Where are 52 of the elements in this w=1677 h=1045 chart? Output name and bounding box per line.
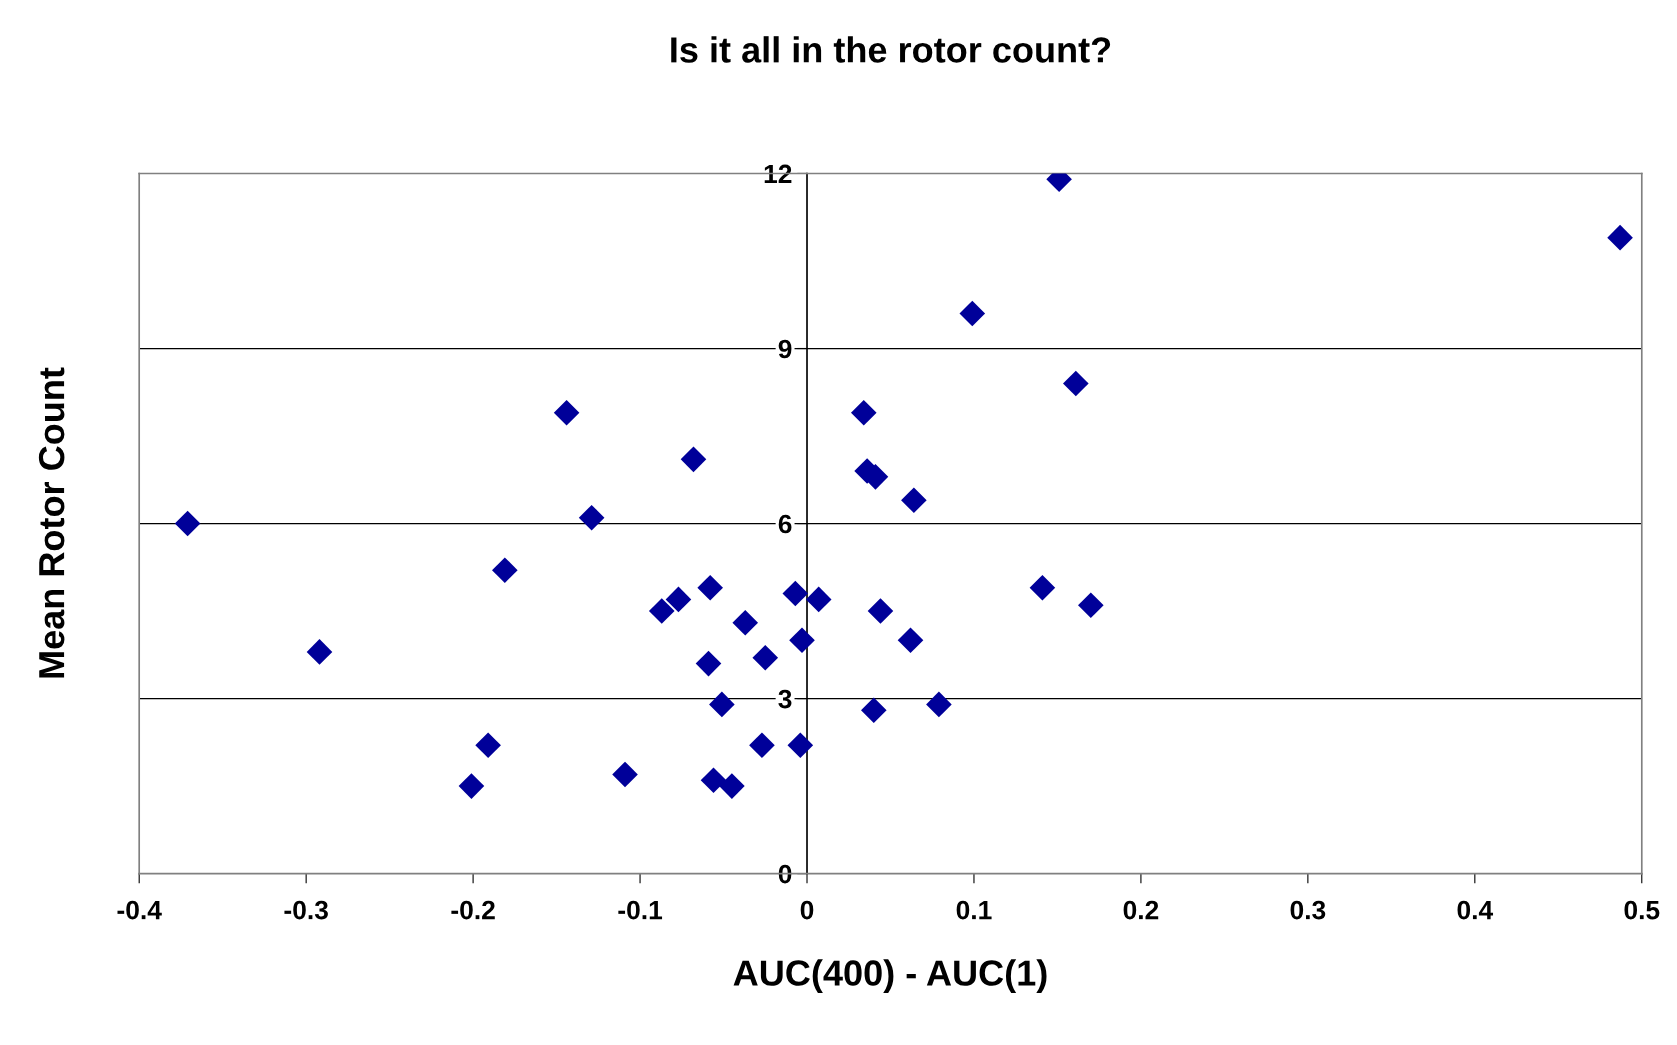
point <box>850 399 877 426</box>
point <box>749 732 775 759</box>
point <box>719 773 745 799</box>
point <box>475 732 501 759</box>
point <box>732 609 759 636</box>
point <box>901 487 927 514</box>
point <box>1029 574 1056 601</box>
x-tick-label: 0.1 <box>956 900 992 920</box>
point <box>612 761 638 788</box>
y-tick-label: 12 <box>764 164 792 184</box>
x-tick-label: -0.1 <box>618 900 663 920</box>
x-tick-label: -0.4 <box>117 900 162 920</box>
point <box>648 598 675 624</box>
point <box>458 773 485 799</box>
y-tick-label: 0 <box>778 864 792 884</box>
point <box>789 627 815 654</box>
point <box>805 586 832 613</box>
point <box>700 767 727 794</box>
point <box>680 446 707 473</box>
point <box>752 644 779 671</box>
point <box>959 300 986 327</box>
point <box>897 627 924 654</box>
y-axis-title: Mean Rotor Count <box>38 367 65 678</box>
x-axis-title: AUC(400) - AUC(1) <box>733 959 1047 993</box>
y-tick-label: 3 <box>778 689 792 709</box>
point <box>174 510 201 537</box>
point <box>578 504 605 531</box>
point <box>697 574 723 601</box>
x-tick-label: -0.2 <box>451 900 495 920</box>
x-tick-label: 0 <box>800 900 814 920</box>
chart-title: Is it all in the rotor count? <box>671 36 1111 63</box>
x-tick-label: 0.3 <box>1290 900 1326 920</box>
x-tick-label: 0.2 <box>1123 900 1159 920</box>
point <box>1078 592 1104 619</box>
point <box>492 557 518 584</box>
point <box>1607 224 1633 251</box>
point <box>695 650 722 677</box>
point <box>709 691 735 718</box>
point <box>860 697 887 724</box>
point <box>306 639 333 665</box>
y-tick-label: 9 <box>778 339 792 359</box>
x-tick-label: -0.3 <box>284 900 328 920</box>
point <box>553 399 580 426</box>
point <box>782 580 809 607</box>
point <box>926 691 952 718</box>
point <box>665 586 692 613</box>
y-tick-label: 6 <box>778 514 792 534</box>
point <box>867 598 894 624</box>
point <box>1063 370 1089 397</box>
x-tick-label: 0.5 <box>1624 900 1660 920</box>
point <box>787 732 814 759</box>
x-tick-label: 0.4 <box>1457 900 1494 920</box>
